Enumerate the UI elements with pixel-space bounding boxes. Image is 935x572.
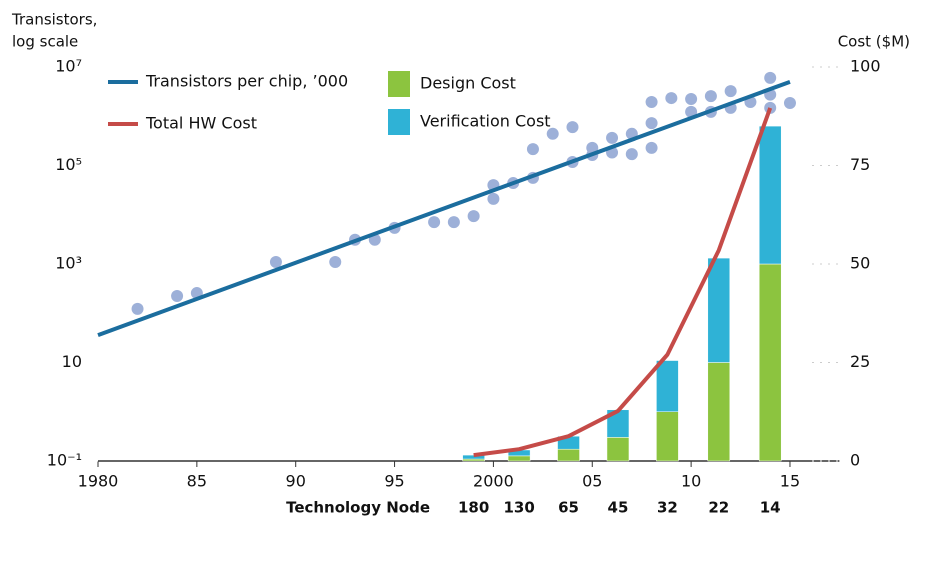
point <box>566 121 579 134</box>
point <box>171 290 184 303</box>
point <box>447 216 460 229</box>
bar <box>758 263 782 462</box>
point <box>329 255 342 268</box>
node-label: 130 <box>503 499 534 517</box>
bar <box>557 448 580 462</box>
point <box>685 93 698 106</box>
legend-label: Total HW Cost <box>145 114 257 133</box>
x-tick-label: 90 <box>286 472 306 491</box>
point <box>645 95 658 108</box>
y2-axis-title: Cost ($M) <box>838 33 910 51</box>
bar <box>707 362 731 462</box>
x-tick-label: 10 <box>681 472 701 491</box>
bar <box>462 458 485 462</box>
point <box>487 192 500 205</box>
point <box>704 90 717 103</box>
point <box>645 117 658 130</box>
node-label: 180 <box>458 499 489 517</box>
x-tick-label: 85 <box>187 472 207 491</box>
x-tick-label: 05 <box>582 472 602 491</box>
point <box>526 143 539 156</box>
y2-tick-label: 0 <box>850 451 860 470</box>
node-label: 14 <box>760 499 781 517</box>
point <box>665 92 678 105</box>
bar <box>656 360 679 412</box>
point <box>764 71 777 84</box>
legend-swatch <box>388 109 410 135</box>
y-tick-label: 10⁻¹ <box>47 451 82 470</box>
y-tick-label: 10³ <box>55 254 82 273</box>
node-label: 45 <box>608 499 629 517</box>
bar <box>707 257 731 363</box>
y2-tick-label: 100 <box>850 57 881 76</box>
point <box>645 141 658 154</box>
legend-label: Transistors per chip, ’000 <box>145 72 348 91</box>
y-tick-label: 10⁵ <box>55 155 82 174</box>
node-title: Technology Node <box>286 499 430 517</box>
bar <box>758 125 782 265</box>
bar <box>606 437 630 462</box>
y-axis-title: log scale <box>12 33 78 51</box>
x-tick-label: 95 <box>384 472 404 491</box>
x-tick-label: 2000 <box>473 472 514 491</box>
node-label: 32 <box>657 499 678 517</box>
point <box>546 127 559 140</box>
point <box>606 131 619 144</box>
point <box>783 96 796 109</box>
point <box>428 216 441 229</box>
line <box>97 79 791 337</box>
bar <box>656 411 679 462</box>
line <box>473 107 773 458</box>
y2-tick-label: 75 <box>850 155 870 174</box>
point <box>131 302 144 315</box>
y-axis-title: Transistors, <box>11 11 97 29</box>
point <box>724 85 737 98</box>
legend-label: Verification Cost <box>420 112 551 131</box>
y-tick-label: 10⁷ <box>55 57 82 76</box>
y2-tick-label: 25 <box>850 352 870 371</box>
x-tick-label: 15 <box>780 472 800 491</box>
y2-tick-label: 50 <box>850 254 870 273</box>
legend-label: Design Cost <box>420 74 516 93</box>
point <box>625 148 638 161</box>
point <box>586 141 599 154</box>
node-label: 22 <box>708 499 729 517</box>
point <box>269 255 282 268</box>
point <box>467 210 480 223</box>
y-tick-label: 10 <box>62 352 82 371</box>
node-label: 65 <box>558 499 579 517</box>
legend-swatch <box>388 71 410 97</box>
bar <box>507 455 531 462</box>
x-tick-label: 1980 <box>78 472 119 491</box>
